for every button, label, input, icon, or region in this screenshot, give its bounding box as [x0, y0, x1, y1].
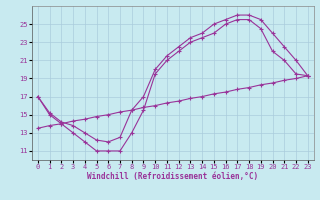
X-axis label: Windchill (Refroidissement éolien,°C): Windchill (Refroidissement éolien,°C): [87, 172, 258, 181]
